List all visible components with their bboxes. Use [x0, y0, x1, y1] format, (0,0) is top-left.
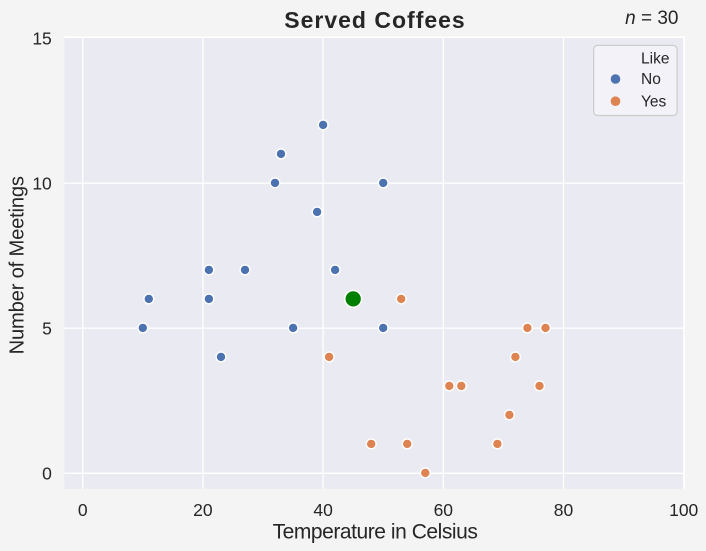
svg-text:100: 100	[669, 500, 698, 520]
svg-text:20: 20	[193, 500, 213, 520]
svg-text:n = 30: n = 30	[625, 8, 678, 29]
svg-text:Served Coffees: Served Coffees	[284, 7, 465, 33]
svg-text:5: 5	[42, 319, 52, 339]
svg-text:10: 10	[32, 173, 52, 193]
svg-text:No: No	[641, 71, 661, 88]
svg-text:Temperature in Celsius: Temperature in Celsius	[273, 521, 478, 544]
svg-text:60: 60	[434, 500, 454, 520]
svg-text:Yes: Yes	[641, 93, 667, 110]
svg-text:Number of Meetings: Number of Meetings	[7, 176, 29, 354]
svg-text:80: 80	[554, 500, 574, 520]
svg-text:15: 15	[32, 28, 51, 48]
svg-text:0: 0	[78, 500, 88, 520]
svg-text:0: 0	[42, 463, 52, 483]
svg-text:Like: Like	[641, 50, 669, 67]
svg-text:40: 40	[313, 500, 333, 520]
